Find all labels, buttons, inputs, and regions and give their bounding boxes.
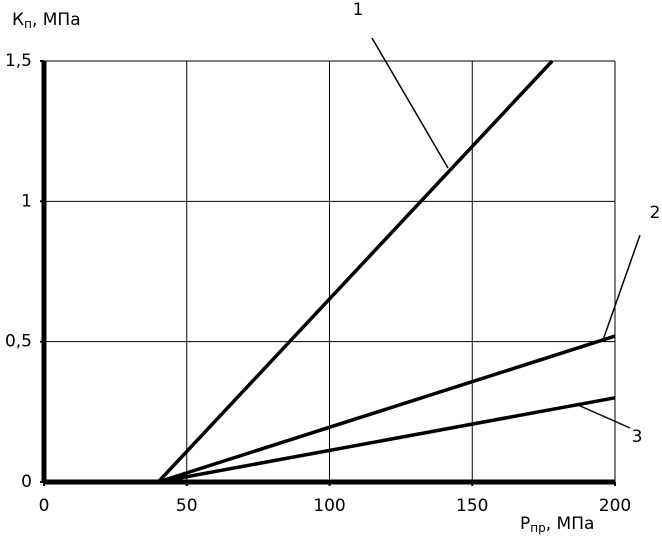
x-tick-label: 50: [176, 496, 198, 516]
x-tick-label: 150: [456, 496, 488, 516]
x-tick-label: 200: [599, 496, 631, 516]
series-line: [44, 396, 616, 484]
series-label: 2: [650, 203, 661, 223]
series-line: [44, 59, 554, 484]
y-tick-label: 0,5: [5, 332, 32, 352]
y-tick-label: 0: [21, 472, 32, 492]
series-label: 3: [632, 427, 643, 447]
y-axis-label: Кп, МПа: [12, 10, 81, 31]
y-tick-label: 1,5: [5, 51, 32, 71]
x-tick-label: 0: [39, 496, 50, 516]
leader-line: [602, 234, 641, 341]
y-tick-label: 1: [21, 191, 32, 211]
series-label: 1: [353, 0, 364, 20]
x-tick-label: 100: [313, 496, 345, 516]
x-axis-label: Рпр, МПа: [520, 514, 594, 535]
leader-line: [371, 37, 449, 169]
leader-line: [577, 404, 631, 429]
